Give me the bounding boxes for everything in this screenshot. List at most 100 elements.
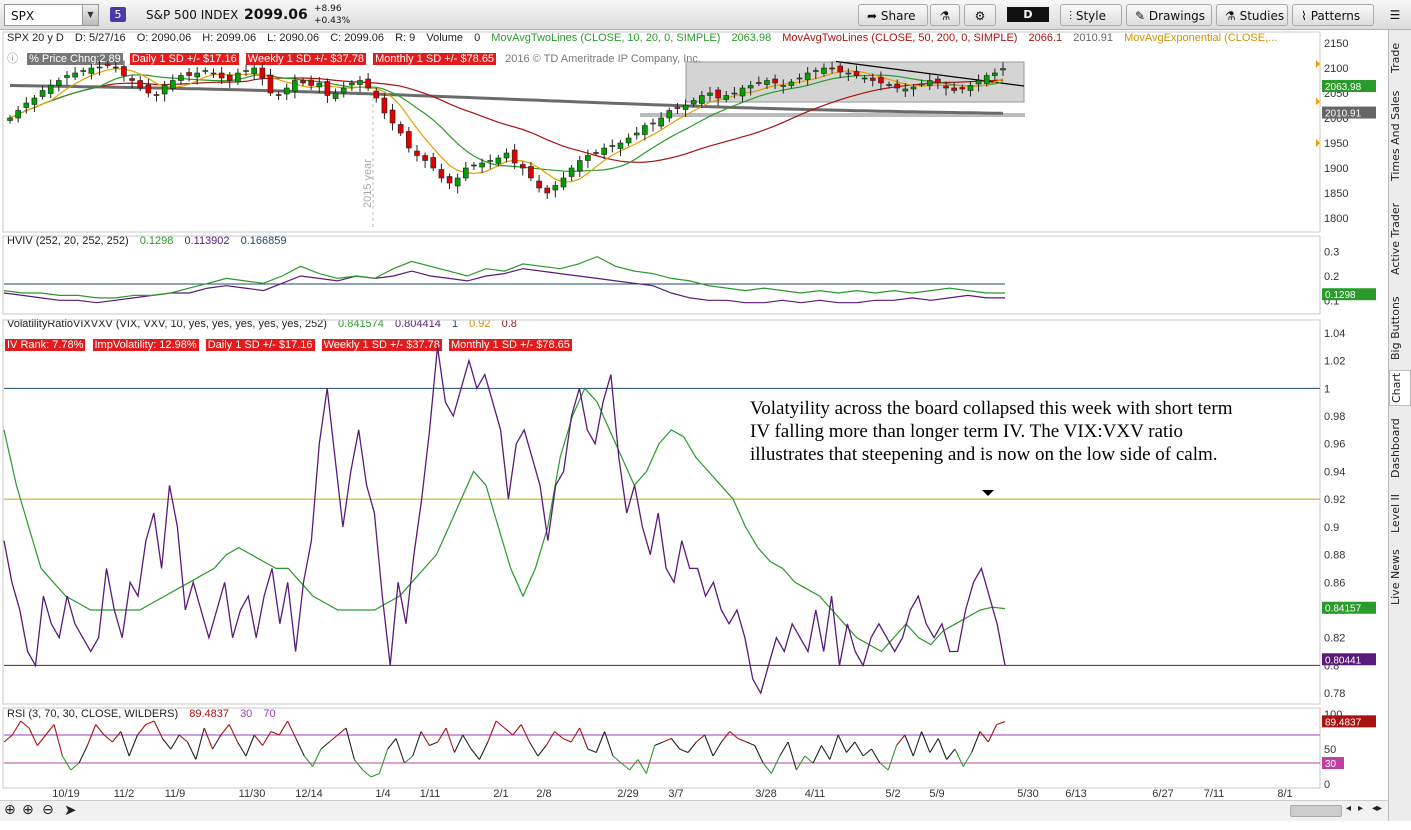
change-percent: +0.43%: [314, 16, 351, 26]
tab-level-ii[interactable]: Level II: [1389, 493, 1402, 533]
flask-icon: ⚗: [939, 9, 951, 23]
x-tick-label: 2/29: [617, 788, 638, 800]
ma2-label[interactable]: MovAvgTwoLines (CLOSE, 50, 200, 0, SIMPL…: [782, 32, 1018, 44]
link-badge[interactable]: 5: [110, 7, 126, 22]
candle: [446, 176, 453, 184]
candle: [218, 72, 225, 79]
candle: [88, 67, 95, 74]
tab-chart[interactable]: Chart: [1389, 370, 1411, 406]
patterns-button[interactable]: ⌇ Patterns: [1292, 4, 1374, 26]
y-tick-label: 1850: [1324, 188, 1348, 200]
volratio-header: VolatilityRatioVIXVXV (VIX, VXV, 10, yes…: [5, 317, 523, 331]
rsi-segment: [253, 734, 264, 746]
rsi-segment: [53, 724, 63, 757]
rsi-segment: [11, 720, 22, 736]
rsi-segment: [195, 727, 205, 760]
rsi-segment: [746, 741, 755, 747]
candle: [568, 167, 575, 177]
trendline: [835, 60, 1025, 87]
y-tick-label: 0: [1324, 779, 1330, 791]
rsi-segment: [162, 738, 172, 750]
daily-sd-label: Daily 1 SD +/- $17.16: [129, 53, 239, 65]
scroll-left-icon[interactable]: ◂: [1346, 803, 1352, 814]
tab-active-trader[interactable]: Active Trader: [1389, 202, 1402, 276]
symbol-dropdown-icon[interactable]: ▼: [82, 5, 98, 25]
annotation-anchor-icon: [982, 490, 994, 496]
ma3-label[interactable]: MovAvgExponential (CLOSE,...: [1124, 32, 1278, 44]
symbol-text: SPX: [11, 9, 35, 23]
studies-button[interactable]: ⚗ Studies: [1216, 4, 1288, 26]
x-tick-label: 5/9: [929, 788, 944, 800]
rsi-segment: [912, 731, 923, 757]
candle: [283, 87, 290, 95]
share-button[interactable]: ➦ Share: [858, 4, 928, 26]
menu-icon[interactable]: ☰: [1389, 8, 1401, 22]
weekly-sd-label: Weekly 1 SD +/- $37.78: [245, 53, 367, 65]
rsi-segment: [220, 724, 230, 736]
rsi-segment: [762, 762, 772, 774]
y-tick-label: 0.92: [1324, 494, 1345, 506]
candle: [186, 72, 192, 76]
rsi-segment: [170, 734, 180, 750]
ma1-label[interactable]: MovAvgTwoLines (CLOSE, 10, 20, 0, SIMPLE…: [491, 32, 721, 44]
tab-trade[interactable]: Trade: [1389, 42, 1402, 74]
tab-times-and-sales[interactable]: Times And Sales: [1389, 90, 1402, 182]
candle: [389, 109, 396, 124]
rsi-segment: [303, 755, 314, 767]
rsi-segment: [662, 737, 672, 743]
patterns-label: Patterns: [1310, 9, 1361, 23]
drawings-button[interactable]: ✎ Drawings: [1126, 4, 1212, 26]
candle: [788, 81, 795, 86]
rsi-segment: [821, 745, 831, 760]
tab-live-news[interactable]: Live News: [1389, 549, 1402, 605]
chart-area[interactable]: 180018501900195020002050210021500.10.20.…: [0, 30, 1388, 830]
candle: [935, 78, 941, 84]
candle: [47, 85, 54, 94]
rsi-segment: [637, 759, 647, 774]
crosshair-icon[interactable]: ⊕: [4, 802, 16, 818]
rsi-segment: [95, 724, 105, 736]
hviv-label[interactable]: HVIV (252, 20, 252, 252): [7, 235, 129, 247]
pencil-icon: ✎: [1135, 9, 1146, 23]
bar-date: D: 5/27/16: [74, 32, 126, 44]
scroll-right-icon[interactable]: ▸: [1358, 803, 1364, 814]
candle: [373, 90, 380, 99]
candle: [943, 85, 949, 89]
price-label-ma10-bg: [1322, 80, 1376, 93]
info-icon[interactable]: ⓘ: [7, 53, 18, 65]
chart-annotation[interactable]: Volatyility across the board collapsed t…: [750, 398, 1233, 465]
scrollbar[interactable]: [1290, 805, 1342, 817]
rsi-segment: [412, 731, 422, 757]
candle: [129, 78, 135, 81]
monthly-sd-label-2: Monthly 1 SD +/- $78.65: [448, 339, 572, 351]
symbol-input[interactable]: SPX ▼: [4, 4, 99, 26]
tab-big-buttons[interactable]: Big Buttons: [1389, 296, 1402, 360]
share-icon: ➦: [867, 9, 878, 23]
rsi-segment: [529, 741, 539, 757]
settings-button[interactable]: ⚙: [964, 4, 996, 26]
volratio-label[interactable]: VolatilityRatioVIXVXV (VIX, VXV, 10, yes…: [7, 318, 327, 330]
iv-rank-label: IV Rank: 7.78%: [5, 339, 86, 351]
rsi-segment: [570, 727, 581, 743]
style-button[interactable]: ⫶ Style: [1060, 4, 1122, 26]
pane-frame: [2, 319, 1321, 705]
volume-label: Volume: [426, 32, 464, 44]
candle: [747, 85, 754, 89]
candle: [161, 85, 168, 95]
zoom-out-icon[interactable]: ⊖: [42, 802, 54, 818]
rsi-header: RSI (3, 70, 30, CLOSE, WILDERS) 89.4837 …: [5, 707, 282, 721]
candle: [332, 92, 339, 99]
candle: [536, 180, 542, 189]
iv-line: [3, 268, 1005, 304]
rsi-label[interactable]: RSI (3, 70, 30, CLOSE, WILDERS): [7, 708, 179, 720]
flask-button[interactable]: ⚗: [930, 4, 960, 26]
tab-dashboard[interactable]: Dashboard: [1389, 418, 1402, 478]
pointer-icon[interactable]: ➤: [64, 801, 77, 819]
x-tick-label: 3/28: [755, 788, 776, 800]
expand-icon[interactable]: ◂▸: [1372, 803, 1383, 814]
zoom-in-icon[interactable]: ⊕: [22, 802, 34, 818]
y-tick-label: 0.86: [1324, 577, 1345, 589]
rsi-segment: [862, 748, 872, 757]
x-tick-label: 5/30: [1017, 788, 1038, 800]
period-selector[interactable]: D: [1007, 7, 1049, 22]
